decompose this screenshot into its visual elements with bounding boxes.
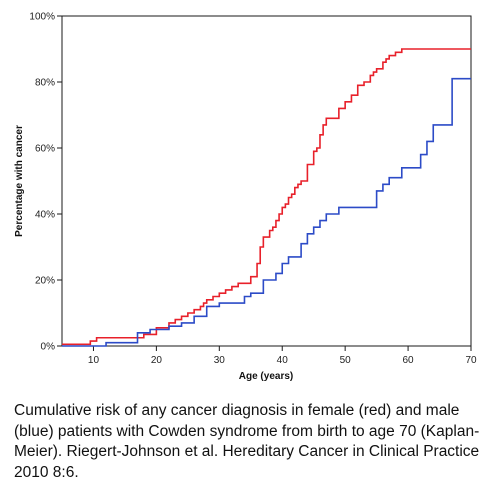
series-layer	[62, 48, 471, 347]
x-axis-title: Age (years)	[239, 371, 293, 382]
y-tick-label: 0%	[41, 342, 56, 353]
x-tick-label: 20	[151, 355, 163, 366]
y-tick-label: 40%	[35, 210, 55, 221]
x-tick-label: 50	[340, 355, 352, 366]
plot-area	[61, 15, 472, 347]
y-tick-label: 20%	[35, 276, 55, 287]
female-series-line	[62, 48, 471, 346]
cumulative-risk-chart: 10 20 30 40 50 60 70 0% 20% 40% 60% 80% 100% Age (y…	[14, 12, 477, 383]
y-axis: 0% 20% 40% 60% 80% 100%	[29, 12, 62, 353]
y-tick-label: 80%	[35, 78, 55, 89]
figure-caption: Cumulative risk of any cancer diagnosis …	[14, 402, 480, 481]
x-tick-label: 30	[214, 355, 226, 366]
y-tick-label: 100%	[29, 12, 55, 23]
y-tick-label: 60%	[35, 144, 55, 155]
x-tick-label: 60	[403, 355, 415, 366]
x-axis: 10 20 30 40 50 60 70	[88, 346, 477, 366]
x-tick-label: 40	[277, 355, 289, 366]
x-tick-label: 10	[88, 355, 100, 366]
male-series-line	[62, 77, 471, 347]
x-tick-label: 70	[465, 355, 477, 366]
y-axis-title: Percentage with cancer	[14, 125, 25, 237]
